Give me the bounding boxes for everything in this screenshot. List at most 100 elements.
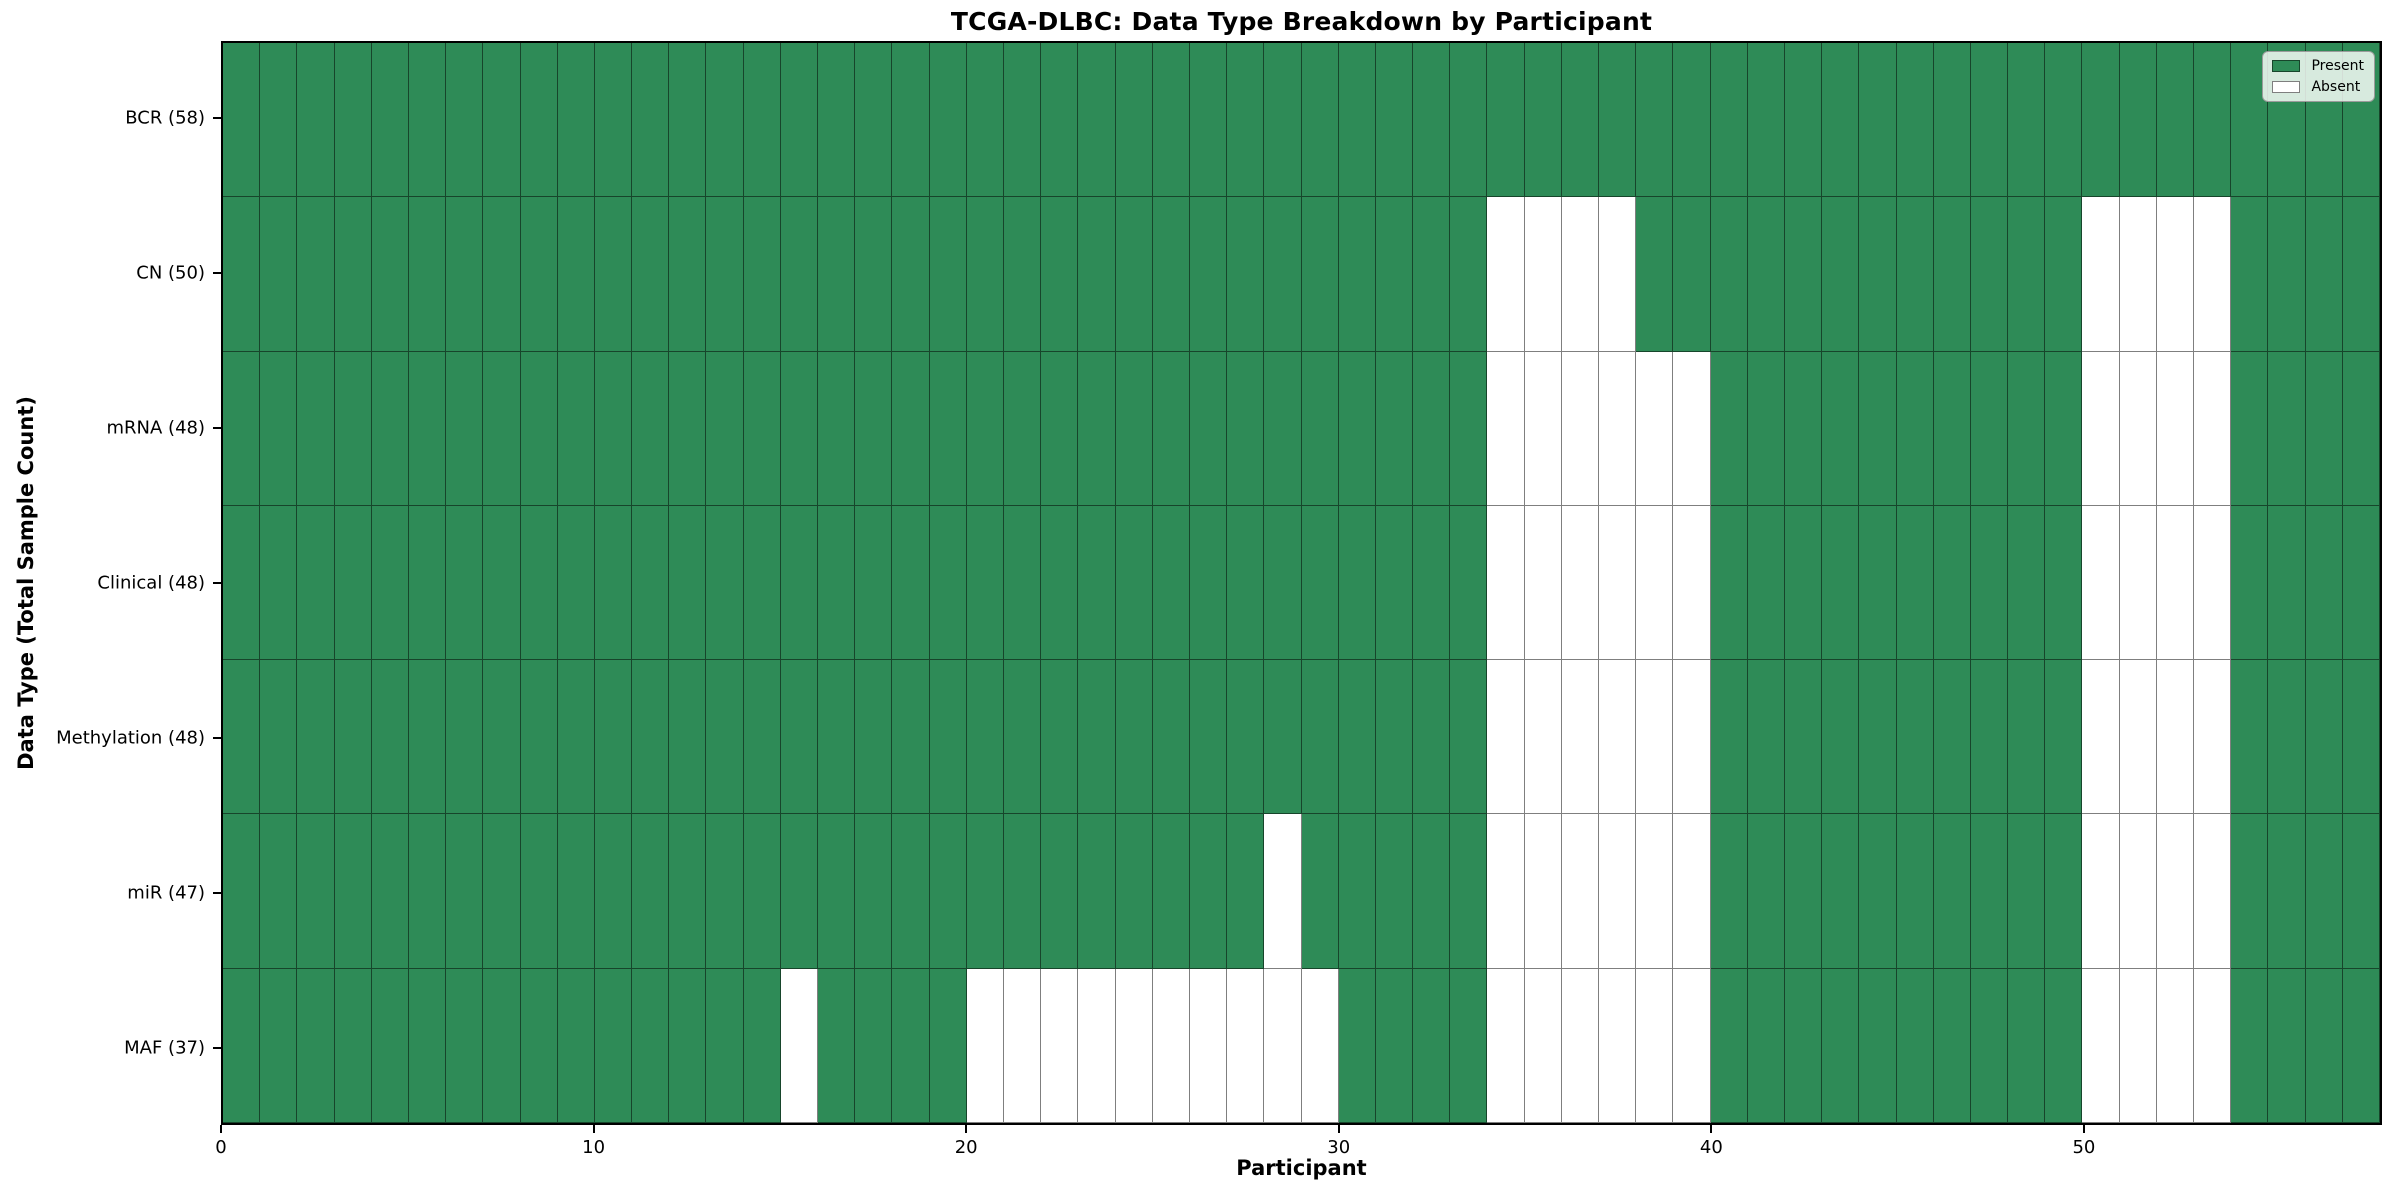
heatmap-cell xyxy=(706,968,744,1123)
x-axis-ticks: 0 10 20 30 40 50 xyxy=(215,1125,2382,1171)
heatmap-cell xyxy=(2156,814,2195,969)
heatmap-cell xyxy=(2119,968,2157,1123)
heatmap-cell xyxy=(1115,351,1153,506)
heatmap-cell xyxy=(446,197,484,352)
heatmap-cell xyxy=(1301,660,1339,815)
x-tick-mark xyxy=(592,1125,595,1133)
heatmap-cell xyxy=(966,197,1004,352)
heatmap-cell xyxy=(966,814,1004,969)
heatmap-cell xyxy=(2082,968,2120,1123)
heatmap-cell xyxy=(1859,505,1897,661)
heatmap-cell xyxy=(1599,814,1637,969)
heatmap-cell xyxy=(2231,660,2269,815)
heatmap-cell xyxy=(557,351,595,506)
heatmap-cell xyxy=(1375,814,1414,969)
heatmap-cell xyxy=(1264,43,1302,198)
heatmap-cell xyxy=(1338,505,1376,661)
heatmap-cell xyxy=(1970,968,2009,1123)
heatmap-cell xyxy=(557,505,595,661)
heatmap-cell xyxy=(1413,351,1451,506)
heatmap-cell xyxy=(818,197,856,352)
heatmap-cell xyxy=(892,505,930,661)
heatmap-cell xyxy=(520,505,558,661)
heatmap-cell xyxy=(2194,968,2232,1123)
heatmap-cell xyxy=(706,197,744,352)
y-tick-label: mRNA (48) xyxy=(106,417,206,439)
heatmap-cell xyxy=(1636,43,1674,198)
heatmap-cell xyxy=(1338,197,1376,352)
heatmap-cell xyxy=(1152,197,1190,352)
y-tick-label: MAF (37) xyxy=(124,1037,205,1059)
heatmap-cell xyxy=(1115,197,1153,352)
heatmap-cell xyxy=(1152,968,1190,1123)
heatmap-cell xyxy=(1115,660,1153,815)
y-tick-mark xyxy=(213,427,221,430)
heatmap-cell xyxy=(1227,505,1265,661)
heatmap-cell xyxy=(669,351,707,506)
heatmap-cell xyxy=(1487,968,1525,1123)
heatmap-cell xyxy=(1189,814,1228,969)
heatmap-cell xyxy=(706,351,744,506)
heatmap-cell xyxy=(2194,660,2232,815)
heatmap-cell xyxy=(1003,505,1042,661)
heatmap-cell xyxy=(1970,505,2009,661)
heatmap-cell xyxy=(1041,351,1079,506)
x-tick-mark xyxy=(220,1125,222,1133)
heatmap-cell xyxy=(1673,43,1711,198)
heatmap-cell xyxy=(1561,505,1600,661)
heatmap-cell xyxy=(1599,968,1637,1123)
heatmap-cell xyxy=(297,351,335,506)
heatmap-cell xyxy=(2342,351,2380,506)
heatmap-cell xyxy=(1524,351,1562,506)
heatmap-cell xyxy=(1599,43,1637,198)
heatmap-cell xyxy=(2231,351,2269,506)
heatmap-cell xyxy=(1710,660,1748,815)
y-tick-mark xyxy=(213,1046,221,1049)
heatmap-cell xyxy=(1413,814,1451,969)
heatmap-cell xyxy=(2045,505,2083,661)
heatmap-cell xyxy=(2194,351,2232,506)
heatmap-cell xyxy=(483,660,521,815)
heatmap-cell xyxy=(1896,43,1934,198)
heatmap-cell xyxy=(1041,43,1079,198)
heatmap-cell xyxy=(2268,351,2306,506)
heatmap-cell xyxy=(2156,968,2195,1123)
heatmap-cell xyxy=(594,43,633,198)
heatmap-cell xyxy=(2045,197,2083,352)
heatmap-cell xyxy=(1822,43,1860,198)
heatmap-cell xyxy=(260,43,298,198)
y-tick-mark xyxy=(213,582,221,584)
heatmap-cell xyxy=(1636,968,1674,1123)
heatmap-cell xyxy=(446,968,484,1123)
heatmap-cell xyxy=(2008,968,2046,1123)
heatmap-cell xyxy=(1710,351,1748,506)
heatmap-cell xyxy=(1561,814,1600,969)
heatmap-cell xyxy=(1524,968,1562,1123)
x-tick-mark xyxy=(965,1125,968,1133)
heatmap-cell xyxy=(892,660,930,815)
heatmap-cell xyxy=(780,814,819,969)
heatmap-cell xyxy=(1301,351,1339,506)
heatmap-cell xyxy=(2008,351,2046,506)
heatmap-cell xyxy=(483,43,521,198)
heatmap-cell xyxy=(334,505,372,661)
heatmap-cell xyxy=(1524,505,1562,661)
heatmap-cell xyxy=(2119,660,2157,815)
heatmap-cell xyxy=(2194,43,2232,198)
heatmap-cell xyxy=(297,814,335,969)
heatmap-cell xyxy=(1115,814,1153,969)
heatmap-cell xyxy=(557,660,595,815)
heatmap-cell xyxy=(1078,505,1116,661)
heatmap-cell xyxy=(669,197,707,352)
heatmap-cell xyxy=(1673,660,1711,815)
heatmap-cell xyxy=(1970,814,2009,969)
heatmap-cell xyxy=(2119,43,2157,198)
heatmap-cell xyxy=(371,43,409,198)
heatmap-cell xyxy=(1561,968,1600,1123)
heatmap-cell xyxy=(1747,660,1785,815)
heatmap-cell xyxy=(1264,351,1302,506)
heatmap-cell xyxy=(1524,660,1562,815)
heatmap-cell xyxy=(1003,968,1042,1123)
heatmap-cell xyxy=(408,660,447,815)
heatmap-cell xyxy=(1115,43,1153,198)
